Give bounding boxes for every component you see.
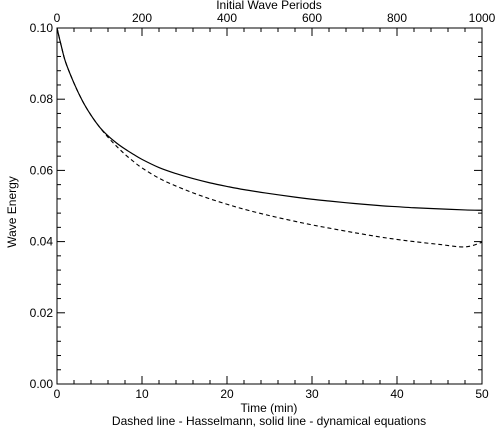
x-tick-label: 20 (220, 387, 234, 401)
x-tick-label: 50 (475, 387, 489, 401)
x-tick-label: 10 (135, 387, 149, 401)
y-axis-title: Wave Energy (5, 176, 19, 248)
x2-tick-label: 200 (132, 11, 152, 25)
y-tick-label: 0.08 (30, 92, 54, 106)
y-tick-label: 0.10 (30, 21, 54, 35)
x2-tick-label: 0 (54, 11, 61, 25)
x-axis-title: Time (min) (241, 401, 298, 415)
ticks (56, 27, 483, 385)
x2-tick-label: 400 (217, 11, 237, 25)
x2-tick-label: 600 (302, 11, 322, 25)
y-tick-label: 0.04 (30, 235, 54, 249)
x2-tick-label: 800 (387, 11, 407, 25)
dynamical-solid-line (56, 27, 483, 211)
y-tick-label: 0.00 (30, 377, 54, 391)
y-tick-label: 0.06 (30, 163, 54, 177)
y-tick-label: 0.02 (30, 306, 54, 320)
hasselmann-dashed-line (56, 27, 483, 248)
series-group (56, 27, 483, 248)
x2-tick-label: 1000 (469, 11, 496, 25)
axes (56, 27, 483, 385)
x-tick-label: 0 (54, 387, 61, 401)
plot-frame (56, 27, 483, 385)
caption: Dashed line - Hasselmann, solid line - d… (112, 414, 426, 428)
x-tick-label: 30 (305, 387, 319, 401)
tick-labels: 0 10 20 30 40 50 0 200 400 600 800 1000 0.00 0.02 0.04… (30, 11, 496, 401)
x-tick-label: 40 (390, 387, 404, 401)
top-axis-title: Initial Wave Periods (216, 0, 322, 12)
